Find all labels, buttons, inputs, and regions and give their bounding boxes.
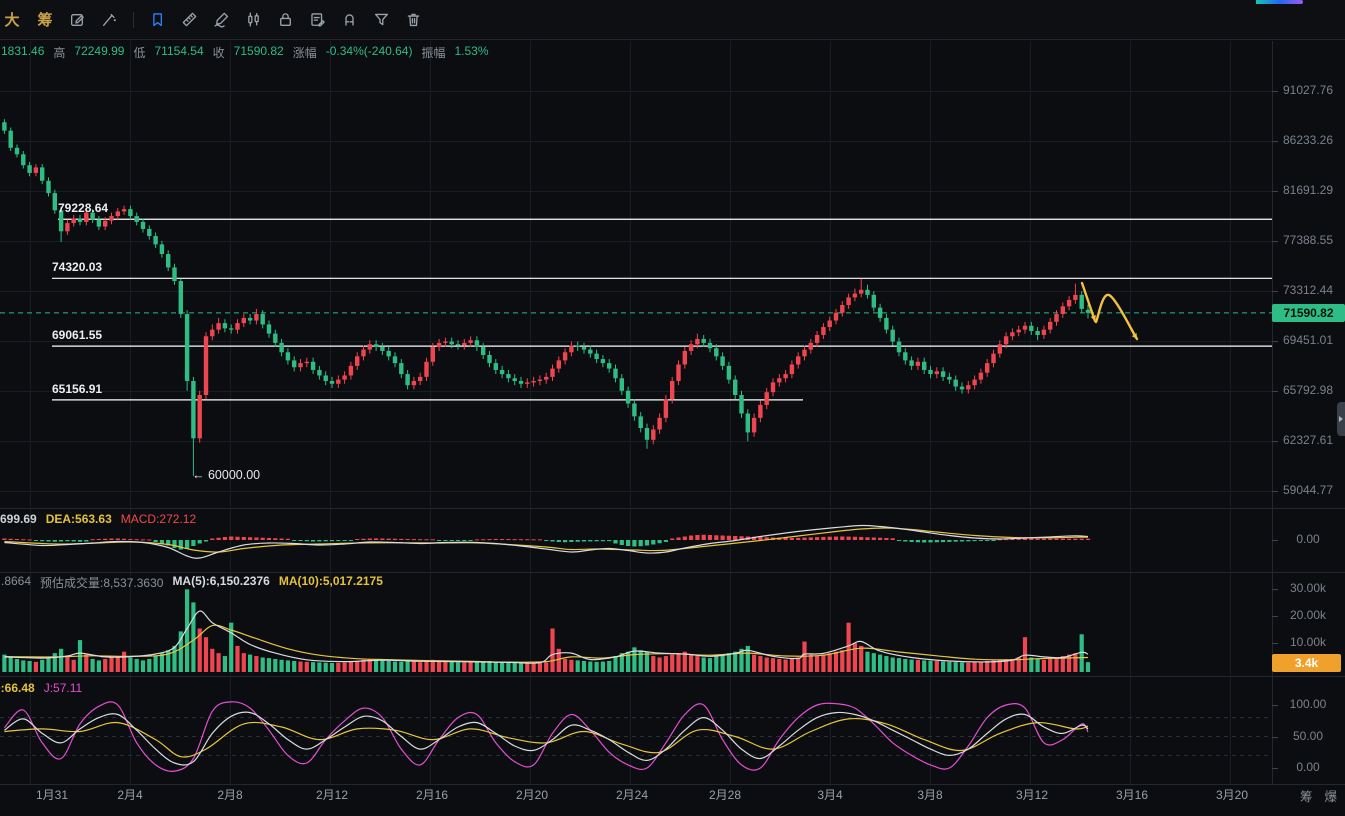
x-axis-label: 3月16 <box>1115 788 1149 802</box>
indicator-token: DEA:563.63 <box>45 512 112 526</box>
indicator-token: 振幅 <box>421 46 446 60</box>
y-axis-label: 65792.98 <box>1282 383 1334 397</box>
x-axis-label: 3月4 <box>817 788 843 802</box>
current-volume-badge: 3.4k <box>1272 654 1341 672</box>
y-axis-label: 77388.55 <box>1282 233 1334 247</box>
x-axis-label: 2月20 <box>515 788 549 802</box>
indicator-token: 收 <box>212 46 225 60</box>
x-axis-label: 2月24 <box>615 788 649 802</box>
y-axis-label: 10.00k <box>1289 635 1327 649</box>
bookmark-tool-icon[interactable] <box>149 11 166 28</box>
x-axis-label: 3月20 <box>1215 788 1249 802</box>
axis-ticks <box>1272 91 1278 769</box>
current-price-badge: 71590.82 <box>1272 303 1345 322</box>
x-axis-label: 2月28 <box>708 788 742 802</box>
kdj-panel <box>0 701 1272 772</box>
panel-separators <box>0 41 1345 785</box>
zoom-large-tool-button[interactable]: 大 <box>4 12 20 29</box>
x-axis-label: 2月4 <box>117 788 143 802</box>
candlesticks <box>2 119 1091 477</box>
indicator-token: 涨幅 <box>292 46 317 60</box>
ruler-tool-icon[interactable] <box>181 11 198 28</box>
bottom-right-toggles: 筹 爆 <box>1300 786 1337 805</box>
x-axis-label: 1月31 <box>35 788 69 802</box>
price-level-label: 79228.64 <box>58 201 109 216</box>
indicator-token: D:66.48 <box>0 681 35 695</box>
y-axis-label: 59044.77 <box>1282 483 1334 497</box>
price-level-label: 69061.55 <box>52 328 103 343</box>
price-level-label: 74320.03 <box>52 260 103 275</box>
toolbar-divider <box>133 11 134 28</box>
x-axis-label: 3月12 <box>1015 788 1049 802</box>
y-axis-label: 91027.76 <box>1282 83 1334 97</box>
indicator-token: MACD:272.12 <box>120 512 197 526</box>
y-axis-label: 69451.01 <box>1282 333 1334 347</box>
x-axis-label: 2月12 <box>315 788 349 802</box>
y-axis-label: 0.00 <box>1296 760 1320 774</box>
trend-arrow-annotation[interactable] <box>1080 281 1139 341</box>
note-edit-tool-icon[interactable] <box>309 11 326 28</box>
y-axis-label: 73312.44 <box>1282 283 1334 297</box>
y-axis-label: 100.00 <box>1289 697 1327 711</box>
indicator-token: 高 <box>53 46 66 60</box>
y-axis-label: 62327.61 <box>1282 433 1334 447</box>
price-level-label: 65156.91 <box>52 381 103 396</box>
indicator-token: J:57.11 <box>43 681 83 695</box>
chips-distribution-toggle[interactable]: 筹 <box>1300 790 1313 804</box>
magnet-tool-icon[interactable] <box>341 11 358 28</box>
y-axis-label: 30.00k <box>1289 581 1327 595</box>
brush-tool-icon[interactable] <box>101 11 118 28</box>
indicator-token: 预估成交量:8,537.3630 <box>40 576 164 590</box>
x-axis-label: 2月16 <box>415 788 449 802</box>
indicator-token: 1.53% <box>454 44 489 58</box>
indicator-token: 699.69 <box>0 512 37 526</box>
indicator-token: .8664 <box>1 574 32 588</box>
indicator-token: 71154.54 <box>154 44 204 58</box>
y-axis-label: 86233.26 <box>1282 133 1334 147</box>
y-axis-label: 20.00k <box>1289 608 1327 622</box>
pencil-wave-tool-icon[interactable] <box>213 11 230 28</box>
indicator-token: 低 <box>133 46 146 60</box>
y-axis-label: 81691.29 <box>1282 183 1334 197</box>
macd-indicator-values: 699.69 DEA:563.63 MACD:272.12 <box>0 512 196 526</box>
x-axis-label: 3月8 <box>917 788 943 802</box>
panel-expand-handle[interactable] <box>1337 402 1345 436</box>
filter-tool-icon[interactable] <box>373 11 390 28</box>
volume-panel <box>2 589 1091 672</box>
gradient-accent-strip <box>1256 0 1303 4</box>
chips-tool-button[interactable]: 筹 <box>37 12 53 29</box>
indicator-token: 1831.46 <box>1 44 45 58</box>
price-level-lines[interactable] <box>52 218 1272 401</box>
kdj-indicator-values: D:66.48 J:57.11 <box>0 681 82 695</box>
trash-tool-icon[interactable] <box>405 11 422 28</box>
ohlc-status-bar: 1831.46 高 72249.99 低 71154.54 收 71590.82 涨幅 -0.3… <box>1 44 489 61</box>
liquidation-toggle[interactable]: 爆 <box>1324 790 1338 804</box>
candlestick-tool-icon[interactable] <box>245 11 262 28</box>
y-axis-label: 50.00 <box>1292 729 1324 743</box>
indicator-token: -0.34%(-240.64) <box>325 44 413 58</box>
lock-tool-icon[interactable] <box>277 11 294 28</box>
indicator-token: MA(10):5,017.2175 <box>278 574 383 588</box>
indicator-token: MA(5):6,150.2376 <box>172 574 270 588</box>
y-axis-label: 0.00 <box>1296 532 1320 546</box>
volume-indicator-values: .8664 预估成交量:8,537.3630 MA(5):6,150.2376 MA(… <box>1 574 383 591</box>
edit-square-icon[interactable] <box>69 11 86 28</box>
x-axis-label: 2月8 <box>217 788 243 802</box>
macd-panel <box>2 524 1091 559</box>
price-annotation-60000: ← 60000.00 <box>192 468 261 483</box>
drawing-toolbar: 大筹 <box>0 0 1345 40</box>
indicator-token: 72249.99 <box>74 44 125 58</box>
indicator-token: 71590.82 <box>233 44 284 58</box>
